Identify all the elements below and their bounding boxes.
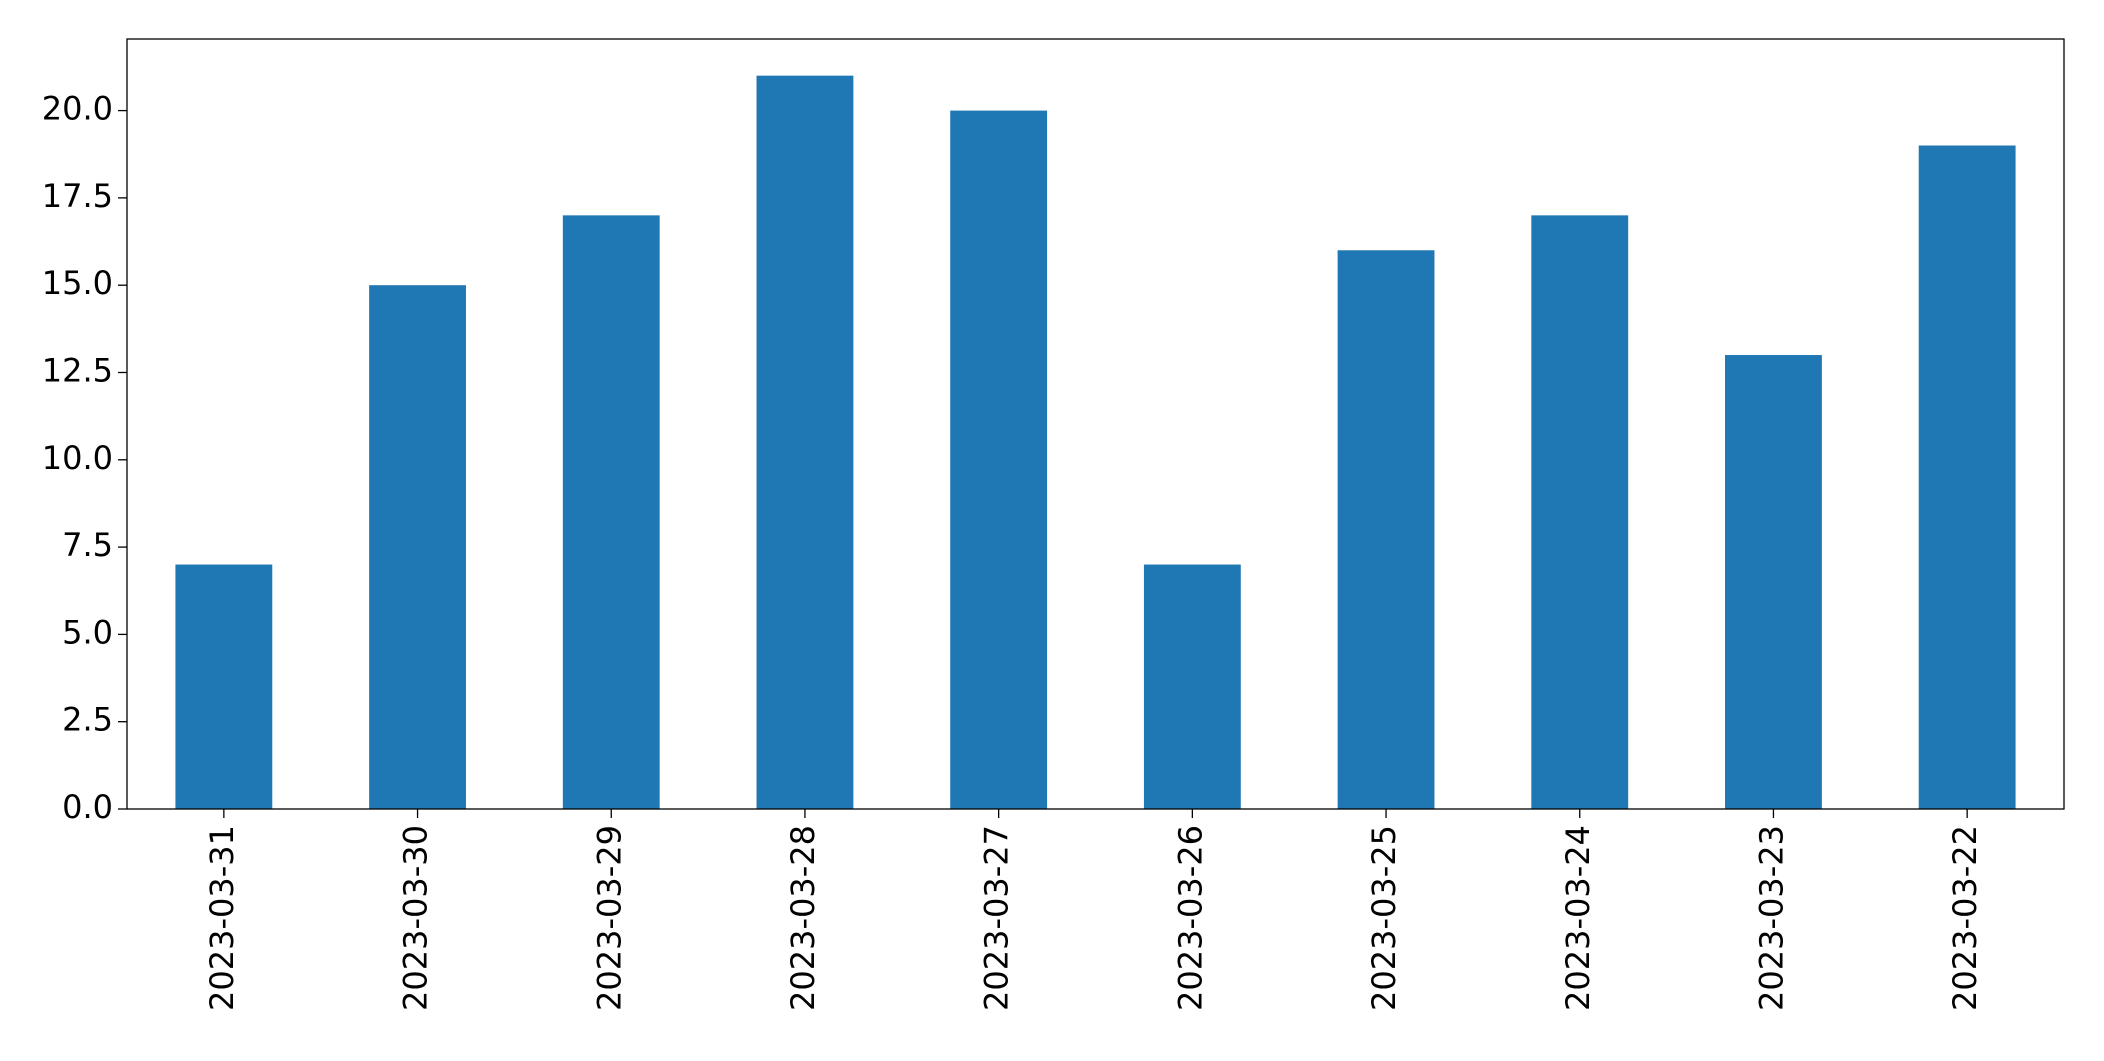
y-tick-label: 7.5: [62, 526, 113, 564]
bar: [369, 285, 466, 809]
x-tick-label: 2023-03-22: [1946, 825, 1984, 1011]
y-tick-label: 0.0: [62, 788, 113, 826]
x-tick-label: 2023-03-25: [1365, 825, 1403, 1011]
bar: [950, 110, 1048, 810]
y-tick-label: 17.5: [42, 177, 113, 215]
x-tick-label: 2023-03-27: [978, 825, 1016, 1011]
y-tick-label: 5.0: [62, 613, 113, 651]
y-tick-label: 12.5: [42, 351, 113, 389]
bar: [1725, 355, 1822, 809]
x-tick-label: 2023-03-24: [1559, 825, 1597, 1011]
plot-frame: [126, 38, 2065, 810]
x-tick-label: 2023-03-30: [397, 825, 435, 1011]
x-tick-label: 2023-03-26: [1171, 825, 1209, 1011]
bar: [1918, 145, 2016, 809]
y-tick-label: 15.0: [42, 264, 113, 302]
bar: [1337, 250, 1435, 809]
bar: [1531, 215, 1629, 809]
y-tick-label: 20.0: [42, 90, 113, 128]
bar: [175, 564, 273, 809]
x-tick-label: 2023-03-29: [590, 825, 628, 1011]
x-tick-label: 2023-03-31: [203, 825, 241, 1011]
y-tick-label: 10.0: [42, 439, 113, 477]
x-tick-label: 2023-03-23: [1752, 825, 1790, 1011]
bar: [562, 215, 660, 809]
y-tick-label: 2.5: [62, 701, 113, 739]
x-tick-label: 2023-03-28: [784, 825, 822, 1011]
bar: [1143, 564, 1241, 809]
bar: [756, 75, 854, 809]
